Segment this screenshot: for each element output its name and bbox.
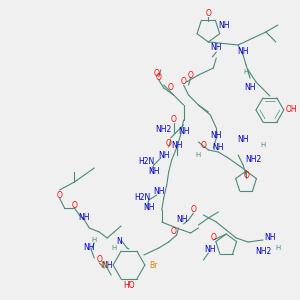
- Text: O: O: [188, 70, 194, 80]
- Text: NH: NH: [178, 128, 189, 136]
- Text: NH: NH: [205, 245, 216, 254]
- Text: OH: OH: [286, 106, 297, 115]
- Text: H: H: [196, 152, 201, 158]
- Text: NH2: NH2: [245, 155, 261, 164]
- Text: H: H: [112, 245, 117, 251]
- Text: O: O: [171, 116, 177, 124]
- Text: NH: NH: [176, 215, 187, 224]
- Text: NH2: NH2: [156, 125, 172, 134]
- Text: H: H: [275, 245, 280, 251]
- Text: O: O: [171, 227, 177, 236]
- Text: Br: Br: [150, 260, 158, 269]
- Text: NH: NH: [101, 260, 113, 269]
- Text: O: O: [243, 170, 249, 179]
- Text: O: O: [154, 70, 160, 79]
- Text: N: N: [116, 238, 122, 247]
- Text: O: O: [206, 10, 211, 19]
- Text: NH: NH: [153, 188, 164, 196]
- Text: NH: NH: [237, 136, 249, 145]
- Text: O: O: [181, 77, 187, 86]
- Text: O: O: [96, 256, 102, 265]
- Text: NH: NH: [148, 167, 160, 176]
- Text: O: O: [200, 140, 206, 149]
- Text: NH: NH: [237, 47, 249, 56]
- Text: H2N: H2N: [134, 194, 150, 202]
- Text: NH: NH: [211, 44, 222, 52]
- Text: O: O: [210, 233, 216, 242]
- Text: H2N: H2N: [139, 158, 155, 166]
- Text: NH: NH: [211, 130, 222, 140]
- Text: H: H: [244, 69, 249, 75]
- Text: H: H: [260, 142, 266, 148]
- Text: O: O: [71, 200, 77, 209]
- Text: O: O: [156, 74, 162, 82]
- Text: O: O: [57, 190, 62, 200]
- Text: O: O: [190, 206, 196, 214]
- Text: NH: NH: [244, 83, 256, 92]
- Text: O: O: [166, 139, 172, 148]
- Text: HO: HO: [123, 280, 135, 290]
- Text: NH: NH: [158, 151, 169, 160]
- Text: H: H: [92, 237, 97, 243]
- Text: Br: Br: [100, 260, 108, 269]
- Text: NH: NH: [264, 233, 276, 242]
- Text: NH2: NH2: [255, 248, 271, 256]
- Text: NH: NH: [79, 214, 90, 223]
- Text: NH: NH: [218, 20, 230, 29]
- Text: NH: NH: [212, 143, 224, 152]
- Text: NH: NH: [171, 140, 182, 149]
- Text: O: O: [168, 83, 174, 92]
- Text: NH: NH: [143, 203, 154, 212]
- Text: NH: NH: [84, 244, 95, 253]
